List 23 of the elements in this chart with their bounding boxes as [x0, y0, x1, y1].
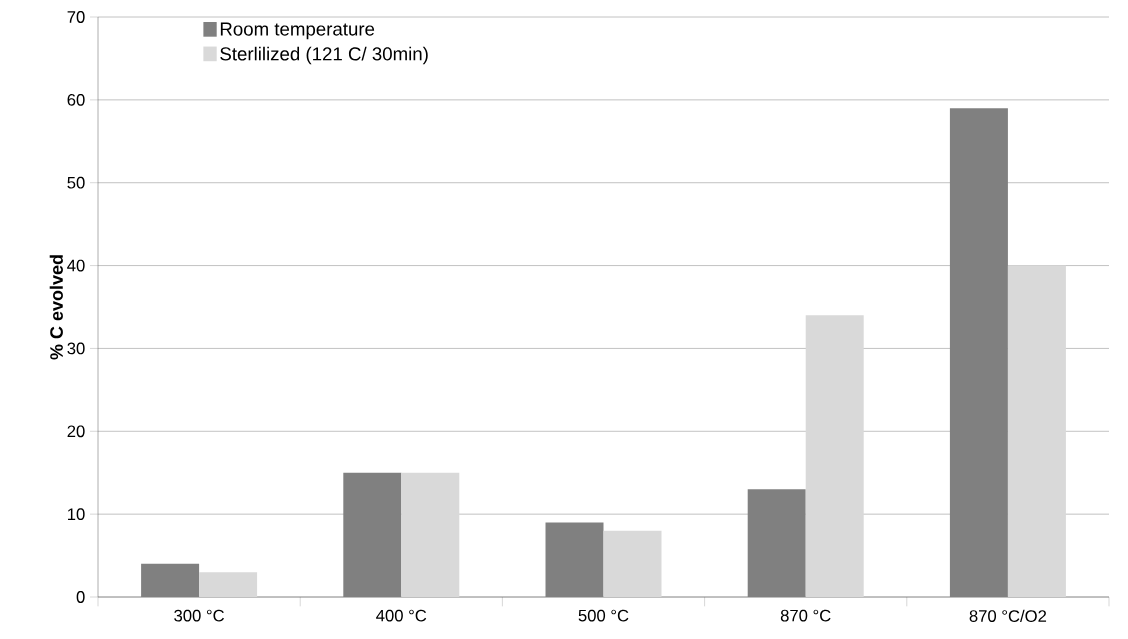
bar — [603, 530, 662, 597]
y-tick-label: 10 — [68, 508, 85, 521]
x-tick-label: 400 °C — [376, 609, 427, 622]
x-tick-label: 500 °C — [578, 609, 629, 622]
legend-label: Sterlilized (121 C/ 30min) — [220, 46, 428, 65]
bar — [545, 522, 604, 597]
y-axis-title: % C evolved — [49, 255, 63, 360]
y-tick-label: 40 — [67, 259, 85, 272]
y-tick-label: 60 — [67, 93, 85, 106]
x-tick-label: 870 °C/O2 — [969, 609, 1047, 622]
bar — [1007, 265, 1066, 597]
y-tick-label: 50 — [67, 176, 85, 189]
x-tick-label: 300 °C — [174, 609, 225, 622]
bar — [199, 572, 258, 597]
y-tick-label: 70 — [67, 11, 85, 23]
x-tick-label: 870 °C — [780, 609, 831, 622]
y-tick-label: 20 — [67, 425, 85, 438]
y-tick-label: 30 — [67, 342, 85, 355]
bar — [141, 563, 200, 597]
bar — [805, 315, 864, 597]
legend-label: Room temperature — [220, 22, 375, 40]
y-tick-label: 0 — [76, 591, 85, 603]
bar — [401, 472, 460, 597]
